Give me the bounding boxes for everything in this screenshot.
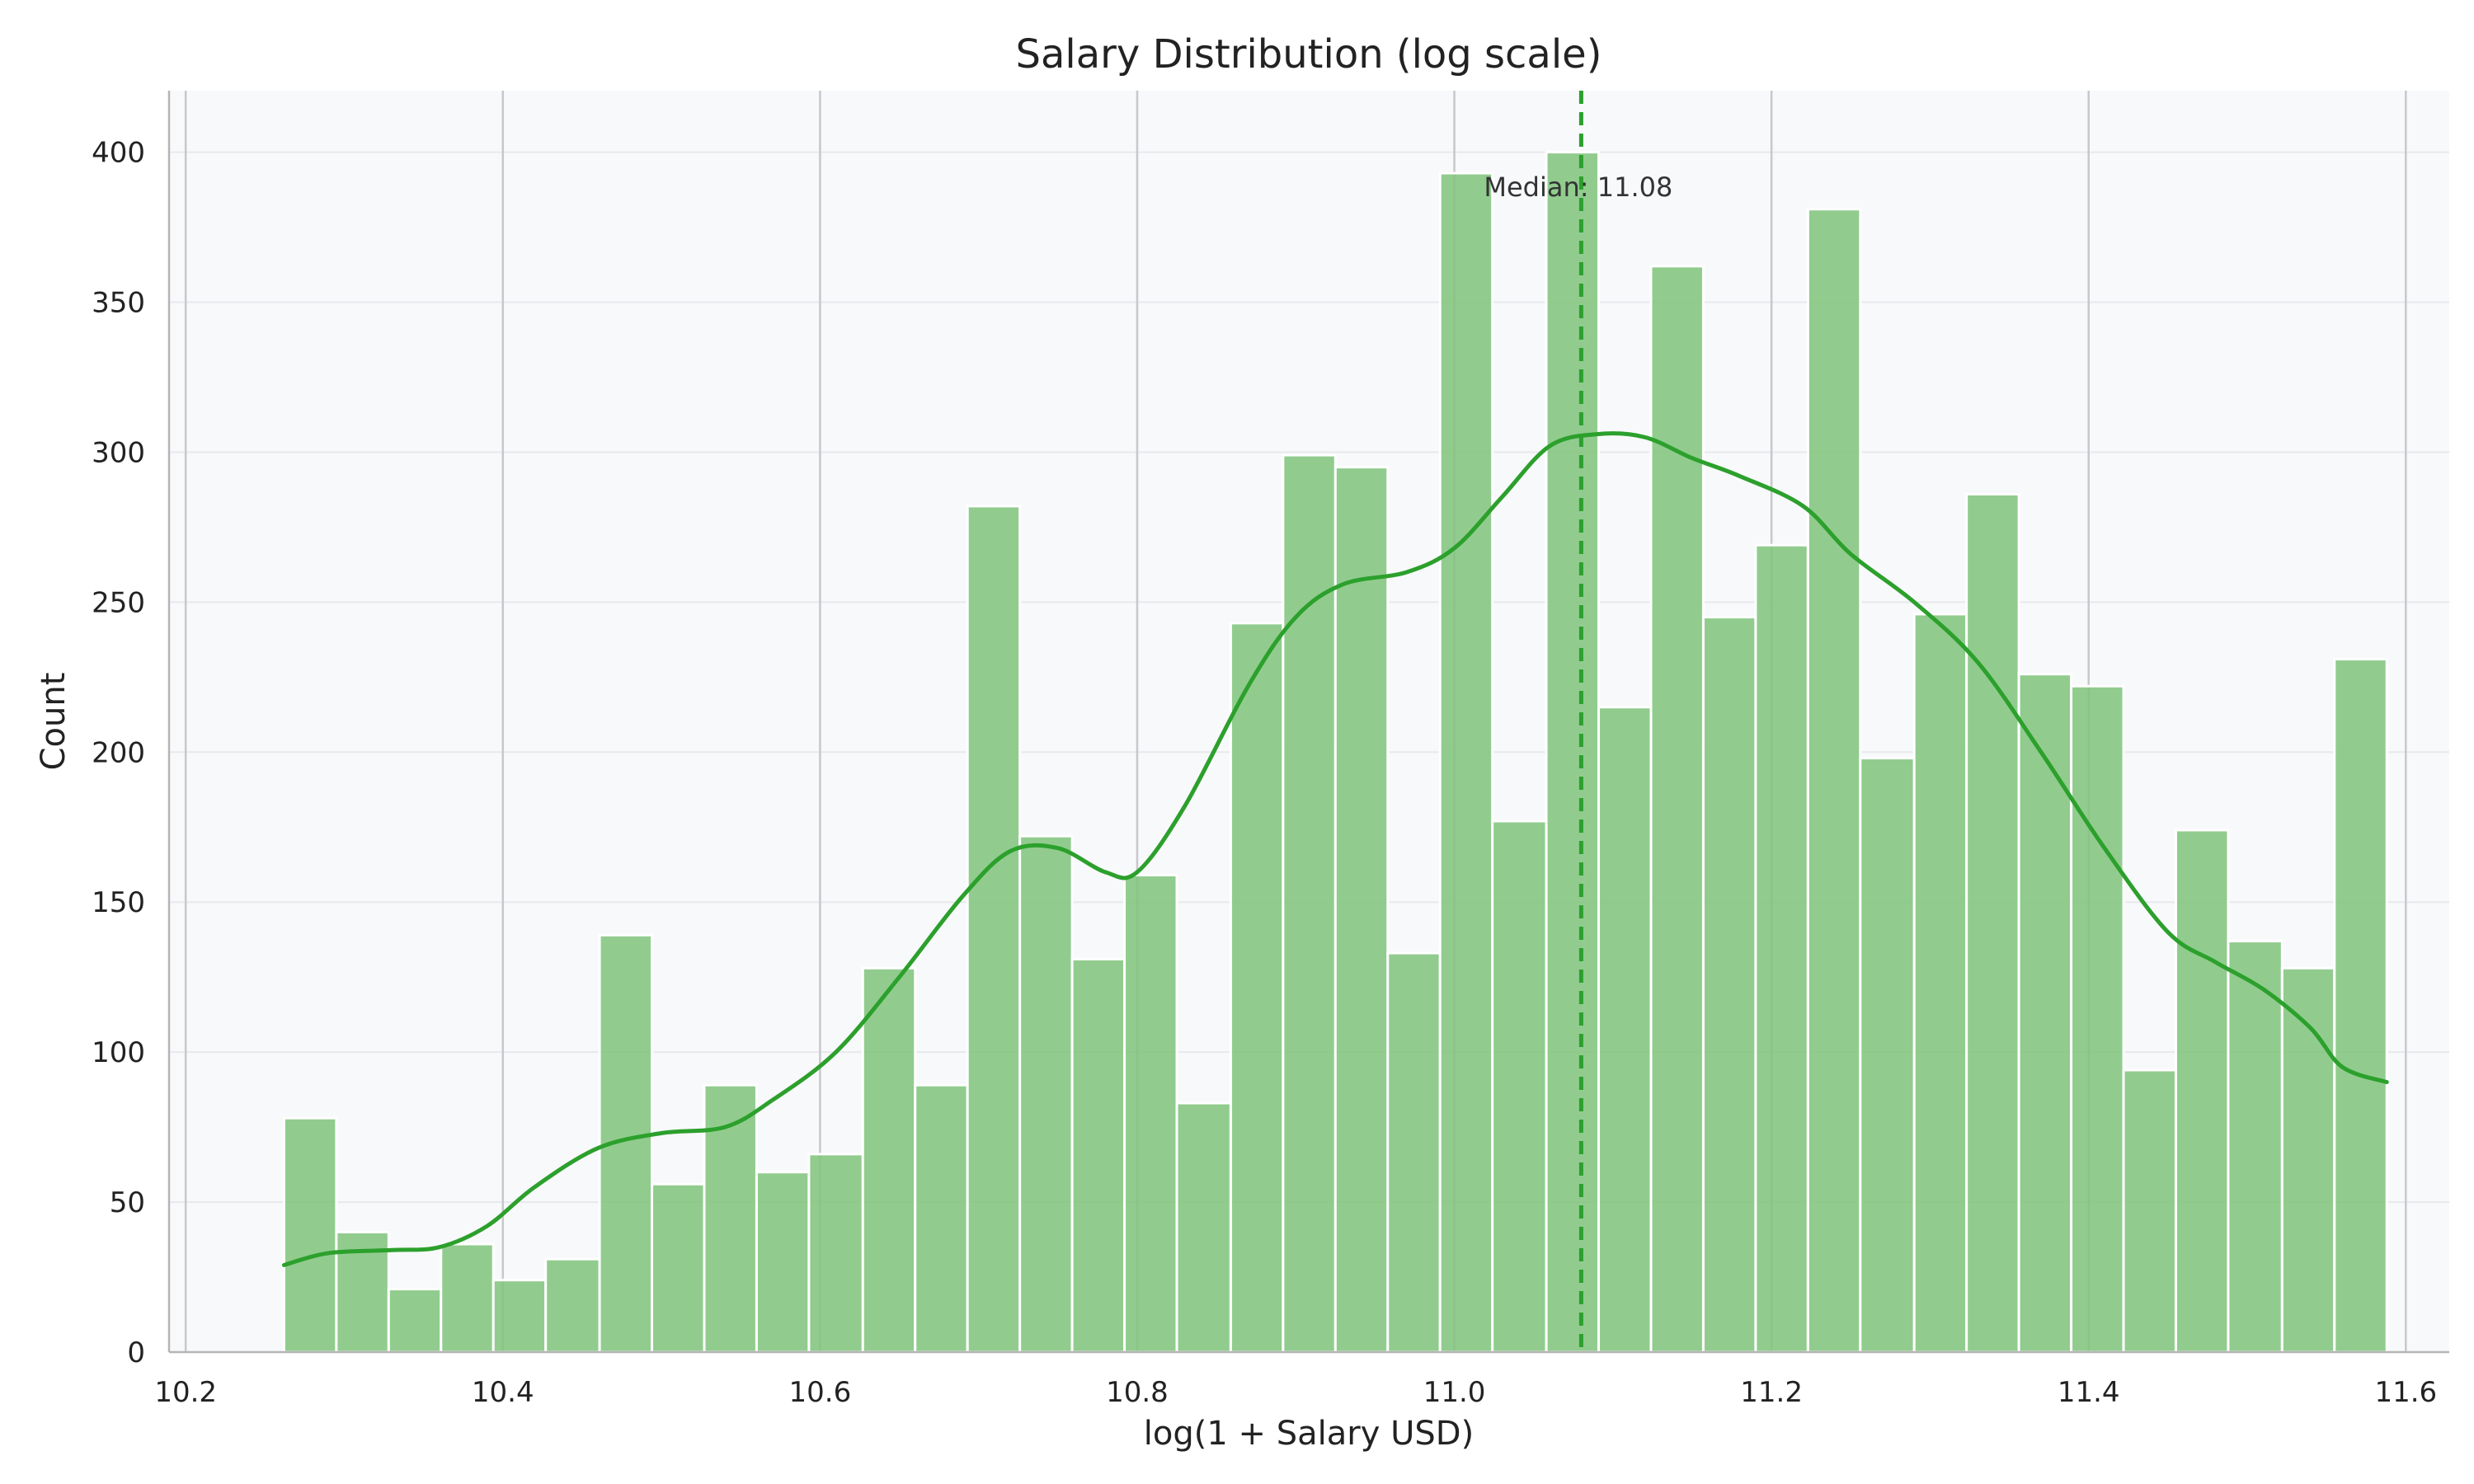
histogram-bar <box>1018 834 1074 1354</box>
histogram-bar <box>1806 208 1862 1354</box>
histogram-bar <box>914 1083 969 1354</box>
y-tick-label: 50 <box>110 1186 145 1219</box>
histogram-bar <box>492 1279 548 1354</box>
histogram-bar <box>544 1257 601 1354</box>
x-tick-label: 11.4 <box>2058 1376 2120 1409</box>
histogram-bar <box>1175 1101 1232 1354</box>
tick-labels: 10.2 10.4 10.6 10.8 11.0 11.2 11.4 11.6 0 50 100 15… <box>92 137 2437 1409</box>
histogram-bar <box>1912 613 1968 1354</box>
x-tick-label: 11.2 <box>1740 1376 1803 1409</box>
histogram-bar <box>1229 622 1285 1354</box>
histogram-bar <box>2070 684 2125 1354</box>
histogram-bar <box>282 1116 338 1354</box>
y-tick-label: 250 <box>92 586 145 619</box>
x-tick-label: 10.2 <box>154 1376 217 1409</box>
y-tick-label: 200 <box>92 736 145 769</box>
y-tick-label: 350 <box>92 287 145 320</box>
histogram-bar <box>1333 466 1390 1354</box>
histogram-bar <box>861 966 917 1354</box>
histogram-bar <box>1965 492 2020 1354</box>
histogram-bar <box>1754 543 1809 1354</box>
x-axis-title: log(1 + Salary USD) <box>1144 1415 1474 1453</box>
x-tick-label: 11.6 <box>2374 1376 2437 1409</box>
histogram-bar <box>1597 706 1653 1354</box>
histogram-bar <box>1438 171 1494 1354</box>
y-tick-label: 100 <box>92 1036 145 1069</box>
histogram-bar <box>2174 829 2230 1354</box>
chart-title: Salary Distribution (log scale) <box>1016 31 1602 77</box>
y-tick-label: 400 <box>92 137 145 170</box>
kde-line <box>281 431 2389 1267</box>
histogram-bar <box>1545 151 1601 1354</box>
histogram-bars <box>282 151 2388 1354</box>
histogram-bar <box>651 1182 706 1354</box>
x-tick-label: 10.6 <box>789 1376 852 1409</box>
histogram-bar <box>1859 757 1916 1354</box>
histogram-bar <box>1701 616 1757 1354</box>
histogram-bar <box>966 505 1022 1354</box>
histogram-bar <box>1070 957 1126 1354</box>
y-tick-label: 150 <box>92 886 145 919</box>
histogram-bar <box>1491 819 1548 1354</box>
histogram-bar <box>2017 673 2073 1354</box>
histogram-bar <box>1123 873 1178 1354</box>
y-tick-label: 0 <box>127 1336 145 1369</box>
histogram-bar <box>2122 1068 2177 1354</box>
histogram-bar <box>2227 940 2284 1354</box>
histogram-bar <box>755 1171 811 1354</box>
histogram-bar <box>2280 966 2336 1354</box>
histogram-bar <box>2333 658 2388 1354</box>
y-tick-label: 300 <box>92 436 145 469</box>
x-tick-label: 10.8 <box>1106 1376 1169 1409</box>
histogram-bar <box>440 1242 495 1354</box>
x-tick-label: 11.0 <box>1423 1376 1486 1409</box>
median-label: Median: 11.08 <box>1484 171 1672 203</box>
histogram-bar <box>1386 951 1442 1354</box>
histogram-bar <box>387 1288 443 1354</box>
median-layer: Median: 11.08 <box>1484 91 1672 1352</box>
x-tick-label: 10.4 <box>472 1376 534 1409</box>
axes <box>167 91 2449 1354</box>
kde-layer <box>281 431 2389 1267</box>
histogram-bar <box>1649 265 1705 1354</box>
y-axis-title: Count <box>35 673 73 771</box>
histogram-bar <box>807 1153 864 1354</box>
